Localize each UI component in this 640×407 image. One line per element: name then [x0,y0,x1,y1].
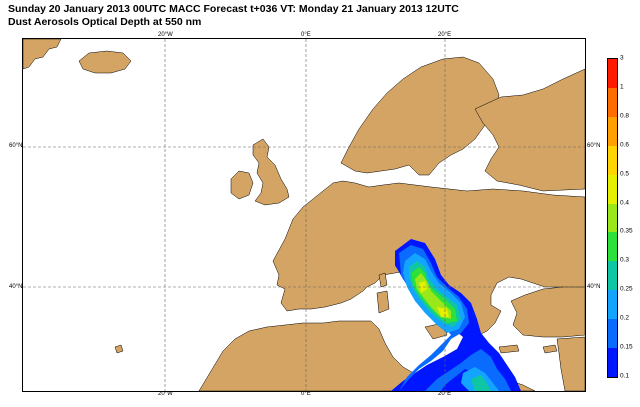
land-sardinia [376,290,390,314]
lat-tick-right-40n: 40°N [587,284,601,290]
aod-patch-africa-inner [471,375,491,391]
map-title: Sunday 20 January 2013 00UTC MACC Foreca… [8,3,459,29]
land-great-britain [252,138,290,206]
colorbar-level-label: 0.1 [620,372,630,380]
lon-tick-bottom-20e: 20°E [438,391,452,397]
colorbar-level-label: 0.8 [620,112,630,120]
lat-tick-left-60n: 60°N [9,143,23,149]
colorbar-level-label: 0.35 [620,227,633,235]
colorbar-segment [608,59,617,88]
land-cyprus [542,344,558,354]
colorbar-level-label: 0.3 [620,256,630,264]
aod-contour-0.4 [419,281,449,317]
colorbar-level-label: 0.15 [620,343,633,351]
land-crete [498,344,520,354]
colorbar-segment [608,116,617,146]
europe-map [23,39,585,391]
land-anatolia [510,286,585,338]
lon-tick-top-0e: 0°E [301,32,311,38]
land-middle-east [556,336,585,391]
land-greenland [23,39,62,70]
aod-colorbar [607,58,618,378]
colorbar-segment [608,319,617,349]
colorbar-segment [608,203,617,233]
map-panel [22,38,586,392]
colorbar-level-label: 0.5 [620,170,630,178]
lat-tick-left-40n: 40°N [9,284,23,290]
land-canary-islands [114,344,124,354]
title-line-1: Sunday 20 January 2013 00UTC MACC Foreca… [8,3,459,15]
colorbar-segment [608,145,617,175]
lon-tick-bottom-0e: 0°E [301,391,311,397]
title-line-2: Dust Aerosols Optical Depth at 550 nm [8,16,202,28]
colorbar-level-label: 0.6 [620,141,630,149]
colorbar-level-label: 0.4 [620,199,630,207]
land-ireland [230,170,254,200]
colorbar-segment [608,232,617,262]
colorbar-segment [608,87,617,117]
graticule [23,39,585,391]
colorbar-level-label: 0.25 [620,285,633,293]
lat-tick-right-60n: 60°N [587,143,601,149]
colorbar-level-label: 1 [620,83,624,91]
lon-tick-top-20e: 20°E [438,32,452,38]
colorbar-segment [608,290,617,320]
land-corsica [378,272,388,288]
colorbar-segment [608,261,617,291]
colorbar-segment [608,174,617,204]
colorbar-level-label: 0.2 [620,314,630,322]
land-finland-russia [474,68,585,192]
lon-tick-top-20w: 20°W [158,32,173,38]
lon-tick-bottom-20w: 20°W [158,391,173,397]
colorbar-level-label: 3 [620,54,624,62]
dust-aod-contours [391,239,521,391]
land-iceland [78,50,132,74]
colorbar-segment [608,348,617,377]
